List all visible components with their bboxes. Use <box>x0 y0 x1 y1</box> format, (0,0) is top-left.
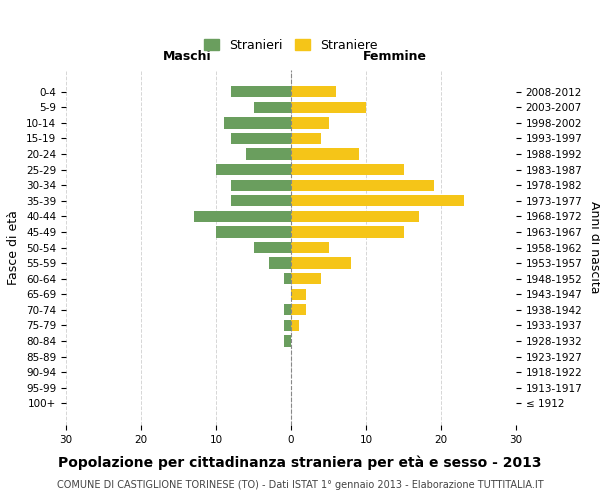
Bar <box>291 118 329 128</box>
Bar <box>291 320 299 331</box>
Bar <box>254 102 291 113</box>
Bar <box>291 288 306 300</box>
Bar <box>284 336 291 346</box>
Bar <box>231 195 291 206</box>
Bar <box>291 86 336 98</box>
Bar <box>216 226 291 237</box>
Bar <box>231 133 291 144</box>
Bar <box>284 320 291 331</box>
Bar <box>291 102 366 113</box>
Bar <box>291 258 351 268</box>
Bar <box>223 118 291 128</box>
Bar <box>291 148 359 160</box>
Text: Popolazione per cittadinanza straniera per età e sesso - 2013: Popolazione per cittadinanza straniera p… <box>58 455 542 469</box>
Bar <box>291 133 321 144</box>
Bar <box>291 180 433 191</box>
Text: Maschi: Maschi <box>163 50 212 63</box>
Bar <box>269 258 291 268</box>
Bar <box>291 242 329 253</box>
Y-axis label: Anni di nascita: Anni di nascita <box>588 201 600 294</box>
Text: COMUNE DI CASTIGLIONE TORINESE (TO) - Dati ISTAT 1° gennaio 2013 - Elaborazione : COMUNE DI CASTIGLIONE TORINESE (TO) - Da… <box>56 480 544 490</box>
Bar <box>216 164 291 175</box>
Bar <box>193 210 291 222</box>
Bar <box>291 304 306 316</box>
Bar <box>291 226 404 237</box>
Text: Femmine: Femmine <box>362 50 427 63</box>
Bar <box>284 273 291 284</box>
Bar <box>246 148 291 160</box>
Legend: Stranieri, Straniere: Stranieri, Straniere <box>199 34 383 56</box>
Bar <box>291 195 464 206</box>
Bar <box>254 242 291 253</box>
Bar <box>231 180 291 191</box>
Bar <box>291 164 404 175</box>
Y-axis label: Fasce di età: Fasce di età <box>7 210 20 285</box>
Bar <box>291 210 419 222</box>
Bar <box>231 86 291 98</box>
Bar <box>291 273 321 284</box>
Bar <box>284 304 291 316</box>
